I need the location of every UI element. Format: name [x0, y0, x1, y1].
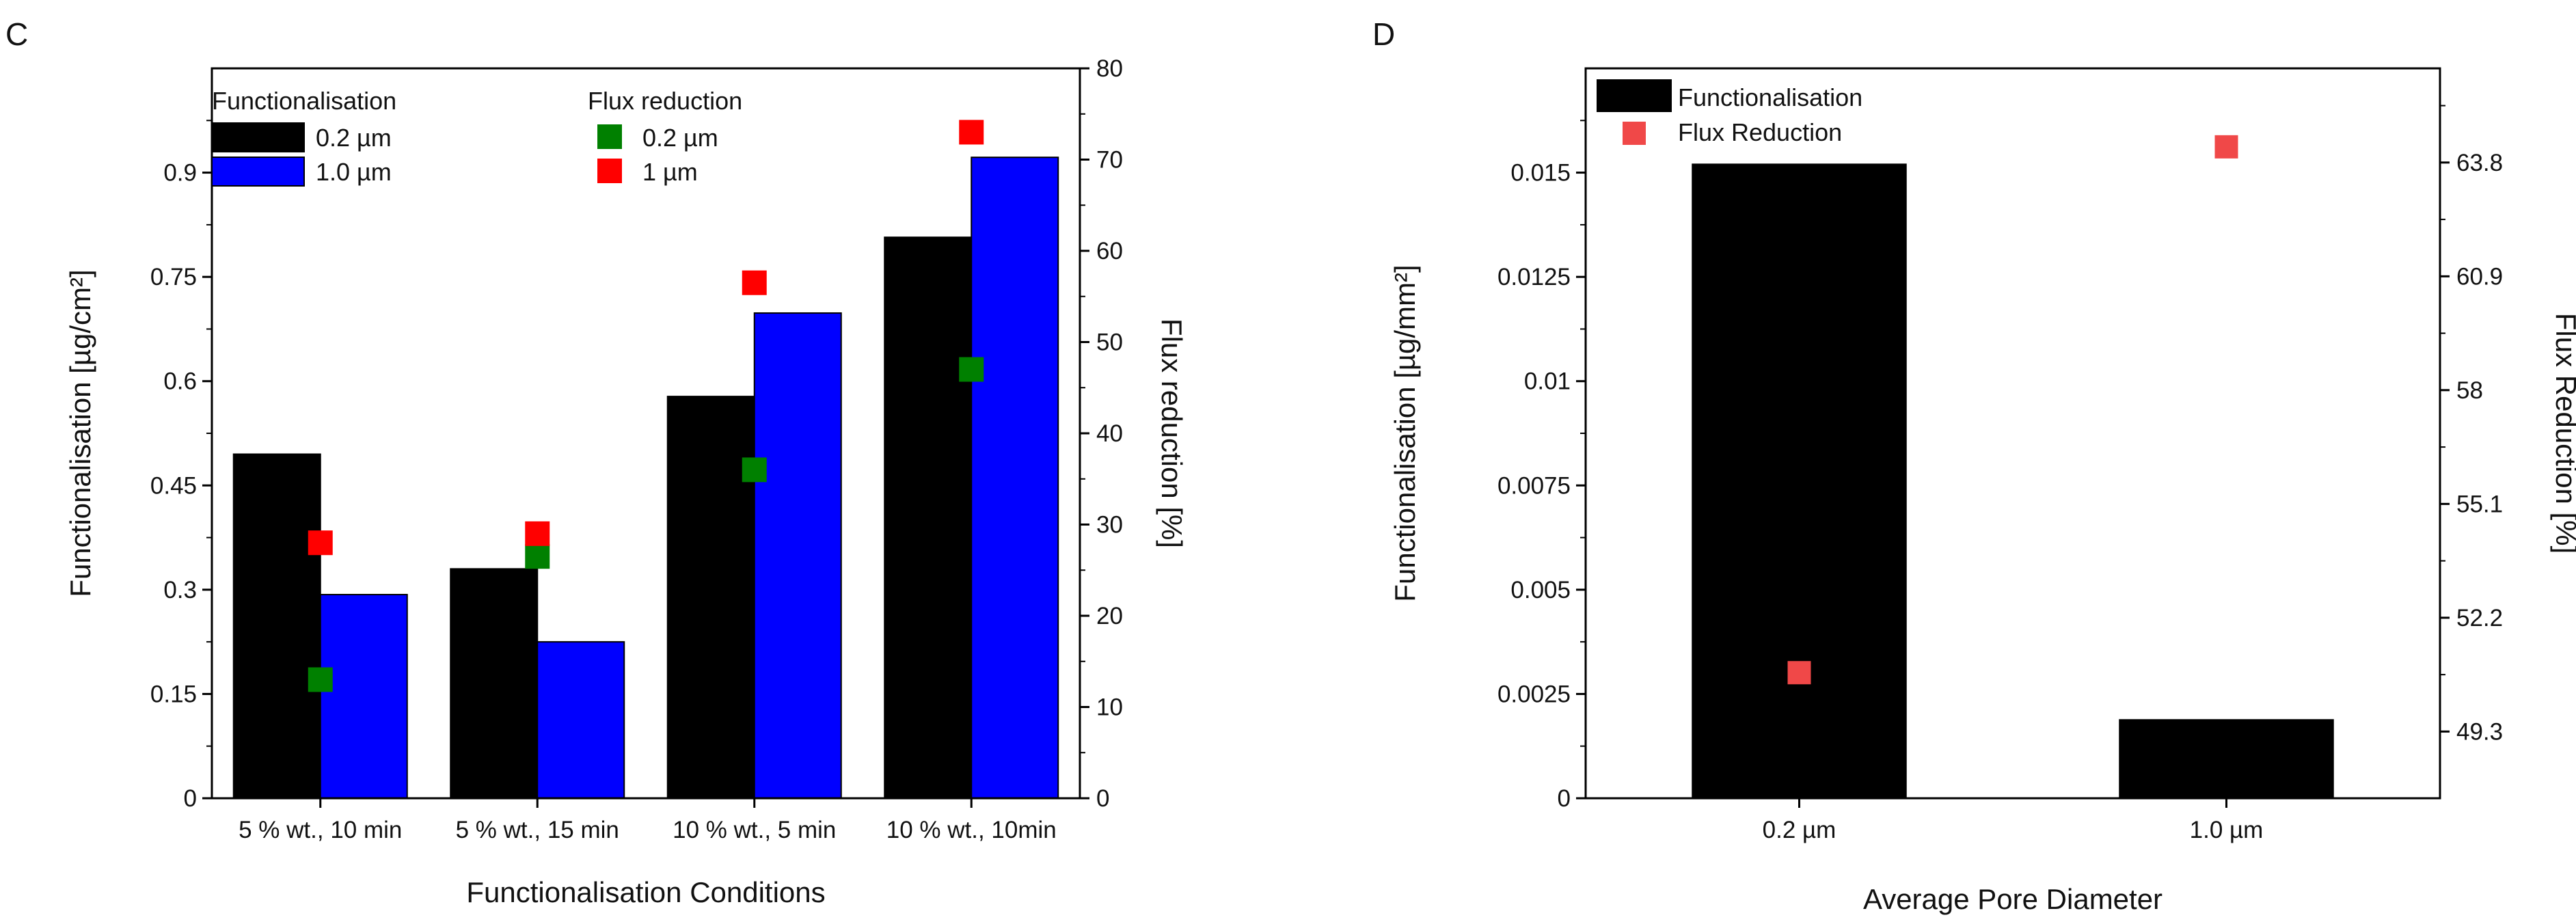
y2-tick-label: 20 [1096, 603, 1123, 629]
point-flux-reduction-0 [1787, 661, 1811, 685]
bar-0-2-m-1 [450, 568, 539, 799]
x-tick-label: 5 % wt., 10 min [239, 817, 402, 843]
y-axis-ticks-d: 0 0.0025 0.005 0.0075 0.01 0.0125 0.015 [1497, 120, 1586, 812]
y2-tick-label: 70 [1096, 147, 1123, 174]
point-0-2-m-2 [742, 457, 767, 483]
y2-axis-ticks-c: 0 10 20 30 40 50 60 70 80 [1080, 55, 1123, 812]
y-tick-label: 0 [184, 785, 197, 812]
panel-label-d: D [1372, 16, 1395, 52]
y-tick-label: 0.6 [163, 368, 197, 395]
legend-entry-flux-reduction: Flux Reduction [1678, 118, 1842, 146]
x-tick-label: 1.0 µm [2190, 817, 2264, 843]
y-tick-label: 0.0025 [1497, 681, 1571, 707]
y-tick-label: 0.45 [150, 472, 197, 499]
bar-group-c [232, 157, 1059, 800]
y-tick-label: 0.3 [163, 577, 197, 603]
point-1-m-0 [308, 530, 333, 556]
legend-swatch-bar-10 [211, 157, 305, 187]
legend-c: Functionalisation 0.2 µm 1.0 µm Flux red… [211, 87, 742, 187]
x-axis-ticks-d: 0.2 µm 1.0 µm [1763, 798, 2264, 843]
y2-tick-label: 10 [1096, 694, 1123, 721]
x-tick-label: 10 % wt., 5 min [673, 817, 836, 843]
bar-0-2-m-2 [666, 396, 755, 799]
y-axis-ticks-c: 0 0.15 0.3 0.45 0.6 0.75 0.9 [150, 120, 212, 812]
y2-axis-label-d: Flux Reduction [%] [2550, 313, 2576, 554]
bar-functionalisation-1 [2119, 719, 2334, 799]
bar-1-0-m-3 [971, 157, 1059, 800]
point-0-2-m-3 [959, 357, 984, 382]
y2-tick-label: 55.1 [2456, 491, 2503, 517]
bar-functionalisation-0 [1692, 163, 1907, 799]
point-flux-reduction-1 [2214, 135, 2238, 159]
y2-tick-label: 0 [1096, 785, 1109, 812]
x-tick-label: 10 % wt., 10min [886, 817, 1057, 843]
x-tick-label: 0.2 µm [1763, 817, 1836, 843]
y2-tick-label: 52.2 [2456, 605, 2503, 631]
point-group-d [1787, 135, 2238, 685]
y-tick-label: 0.01 [1524, 368, 1571, 395]
legend-marker-flux-1 [597, 159, 622, 183]
point-1-m-2 [742, 270, 767, 295]
y2-tick-label: 60.9 [2456, 263, 2503, 290]
legend-title-flux-reduction: Flux reduction [588, 87, 742, 115]
legend-swatch-functionalisation [1597, 79, 1672, 112]
legend-swatch-bar-02 [211, 122, 305, 152]
y-tick-label: 0.005 [1510, 577, 1571, 603]
y-tick-label: 0.0125 [1497, 264, 1571, 290]
y-tick-label: 0.15 [150, 681, 197, 707]
bar-1-0-m-0 [319, 593, 408, 800]
panel-label-c: C [5, 16, 28, 52]
y-tick-label: 0.015 [1510, 160, 1571, 187]
legend-marker-flux-02 [597, 124, 622, 149]
y2-axis-ticks-d: 49.3 52.2 55.1 58 60.9 63.8 [2440, 105, 2503, 745]
legend-entry-bar-02: 0.2 µm [316, 124, 392, 152]
y2-tick-label: 63.8 [2456, 150, 2503, 176]
point-0-2-m-0 [308, 667, 333, 692]
legend-entry-functionalisation: Functionalisation [1678, 83, 1862, 111]
x-axis-label-d: Average Pore Diameter [1863, 883, 2163, 915]
y2-tick-label: 58 [2456, 377, 2483, 404]
chart-panel-d: D 0 0.0025 0.005 0.0075 0.01 0.0125 0.015 49.3… [1372, 16, 2576, 915]
x-axis-label-c: Functionalisation Conditions [466, 876, 825, 908]
legend-title-functionalisation: Functionalisation [212, 87, 396, 115]
bar-0-2-m-3 [884, 236, 973, 799]
x-tick-label: 5 % wt., 15 min [456, 817, 619, 843]
y-axis-label-d: Functionalisation [µg/mm²] [1389, 264, 1421, 601]
y-tick-label: 0.75 [150, 264, 197, 290]
bar-1-0-m-1 [537, 641, 625, 800]
legend-entry-flux-1: 1 µm [642, 158, 698, 186]
y2-tick-label: 80 [1096, 55, 1123, 82]
legend-entry-bar-10: 1.0 µm [316, 158, 392, 186]
bar-1-0-m-2 [753, 312, 842, 799]
point-1-m-3 [959, 120, 984, 145]
point-0-2-m-1 [525, 544, 550, 569]
bar-0-2-m-0 [232, 453, 321, 799]
point-group-c [308, 120, 984, 692]
legend-marker-flux-reduction [1623, 122, 1646, 145]
y-axis-label-c: Functionalisation [µg/cm²] [64, 269, 96, 597]
y2-axis-label-c: Flux reduction [%] [1156, 318, 1188, 548]
y-tick-label: 0 [1558, 785, 1571, 812]
y-tick-label: 0.9 [163, 160, 197, 187]
y2-tick-label: 30 [1096, 512, 1123, 539]
y2-tick-label: 60 [1096, 238, 1123, 264]
y2-tick-label: 49.3 [2456, 718, 2503, 745]
y2-tick-label: 40 [1096, 420, 1123, 447]
legend-d: Functionalisation Flux Reduction [1597, 79, 1862, 146]
y-tick-label: 0.0075 [1497, 472, 1571, 499]
x-axis-ticks-c: 5 % wt., 10 min 5 % wt., 15 min 10 % wt., … [239, 798, 1057, 843]
point-1-m-1 [525, 521, 550, 546]
y2-tick-label: 50 [1096, 329, 1123, 356]
chart-panel-c: C 0 0.15 0.3 0.45 0.6 0.75 0.9 0 10 20 30 40 50 60 70… [5, 16, 1188, 908]
legend-entry-flux-02: 0.2 µm [642, 124, 718, 152]
bar-group-d [1692, 163, 2334, 799]
